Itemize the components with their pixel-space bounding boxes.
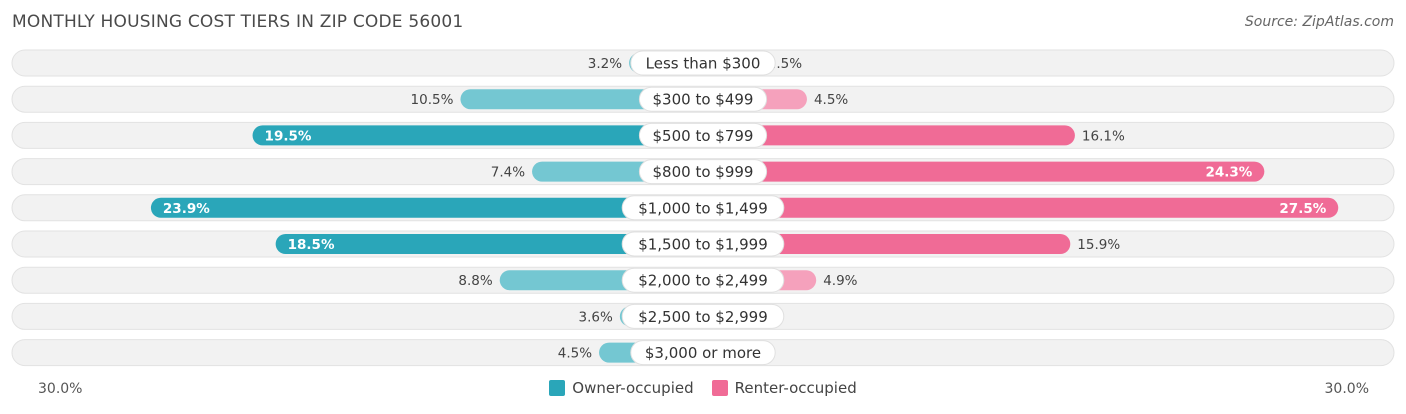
chart-title: MONTHLY HOUSING COST TIERS IN ZIP CODE 5… [12,12,464,32]
owner-value-label: 23.9% [163,201,210,217]
category-label: $2,500 to $2,999 [638,308,768,326]
owner-value-label: 3.2% [588,56,622,72]
category-pill [630,340,776,366]
legend-label-renter: Renter-occupied [734,379,857,397]
owner-value-label: 7.4% [491,165,525,181]
category-pill [621,303,785,329]
owner-bar [275,234,703,254]
category-label: $1,500 to $1,999 [638,236,768,254]
axis-left-label: 30.0% [38,381,83,397]
owner-bar [252,125,704,146]
category-pill [638,122,768,148]
owner-value-label: 4.5% [558,346,592,362]
renter-value-label: 15.9% [1077,237,1120,253]
renter-bar [703,234,1071,254]
renter-value-label: 2.5% [768,56,802,72]
category-pill [638,159,768,185]
owner-value-label: 10.5% [411,92,454,108]
legend-item-owner[interactable]: Owner-occupied [549,379,694,397]
category-label: $2,000 to $2,499 [638,272,768,290]
category-label: $800 to $999 [653,163,754,181]
owner-bar [150,197,703,218]
owner-value-label: 19.5% [265,128,312,144]
owner-value-label: 18.5% [288,237,335,253]
legend-label-owner: Owner-occupied [572,379,694,397]
legend-swatch-renter [711,380,728,396]
category-pill [621,267,785,293]
renter-bar [703,161,1265,182]
category-pill [638,86,768,112]
owner-value-label: 3.6% [579,309,613,325]
renter-value-label: 4.9% [823,273,857,289]
category-label: $500 to $799 [653,127,754,145]
renter-value-label: 4.5% [814,92,848,108]
renter-value-label: 27.5% [1279,201,1326,217]
category-label: $3,000 or more [645,344,761,362]
category-label: $300 to $499 [653,91,754,109]
axis-right-label: 30.0% [1324,381,1369,397]
renter-bar [703,197,1339,218]
category-pill [630,50,776,76]
renter-value-label: 16.1% [1082,128,1125,144]
source-label: Source: ZipAtlas.com [1244,14,1394,30]
category-pill [621,231,785,257]
renter-bar [703,125,1075,146]
category-label: Less than $300 [646,55,761,73]
legend-swatch-owner [549,380,566,396]
legend: Owner-occupied Renter-occupied [0,379,1406,397]
chart: 3.2% 2.5% Less than $300 10.5% 4.5% $300 to $… [11,49,1395,367]
owner-value-label: 8.8% [458,273,492,289]
renter-value-label: 24.3% [1205,165,1252,181]
legend-item-renter[interactable]: Renter-occupied [711,379,857,397]
category-label: $1,000 to $1,499 [638,199,768,217]
category-pill [621,195,785,221]
